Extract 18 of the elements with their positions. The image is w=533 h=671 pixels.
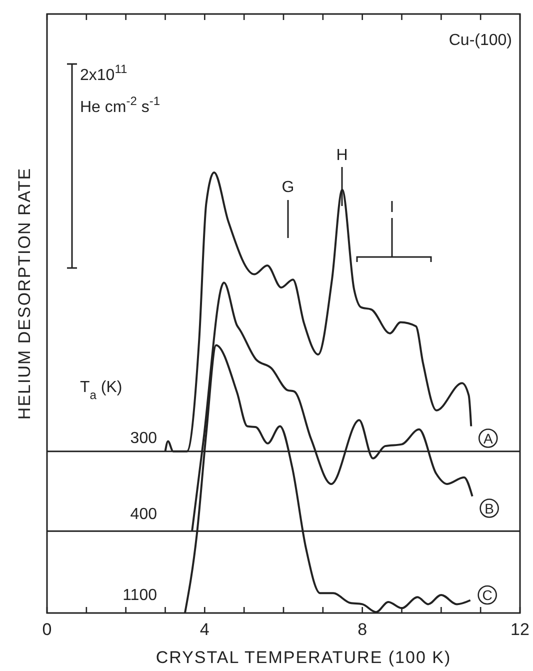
x-tick-label: 4 xyxy=(200,620,210,639)
annotation: I xyxy=(390,199,394,216)
series-label: A xyxy=(483,430,494,446)
series-label: B xyxy=(484,500,494,516)
x-tick-label: 12 xyxy=(510,620,530,639)
text: Cu-(100) xyxy=(448,32,512,49)
annotation: 1100 xyxy=(122,587,158,604)
annotation: G xyxy=(282,179,294,196)
y-axis-title: HELIUM DESORPTION RATE xyxy=(15,167,34,420)
x-tick-label: 0 xyxy=(42,620,52,639)
x-tick-label: 8 xyxy=(358,620,368,639)
annotation: T$_{a}$ (K) xyxy=(80,379,122,402)
x-axis-title: CRYSTAL TEMPERATURE (100 K) xyxy=(156,648,452,667)
annotation: 400 xyxy=(130,506,158,523)
text: 2x10$^{11}$ He cm$^{-2}$ s$^{-1}$ xyxy=(80,62,160,116)
annotation: 300 xyxy=(130,430,158,447)
series-label: C xyxy=(482,587,492,603)
text: H xyxy=(336,147,348,164)
